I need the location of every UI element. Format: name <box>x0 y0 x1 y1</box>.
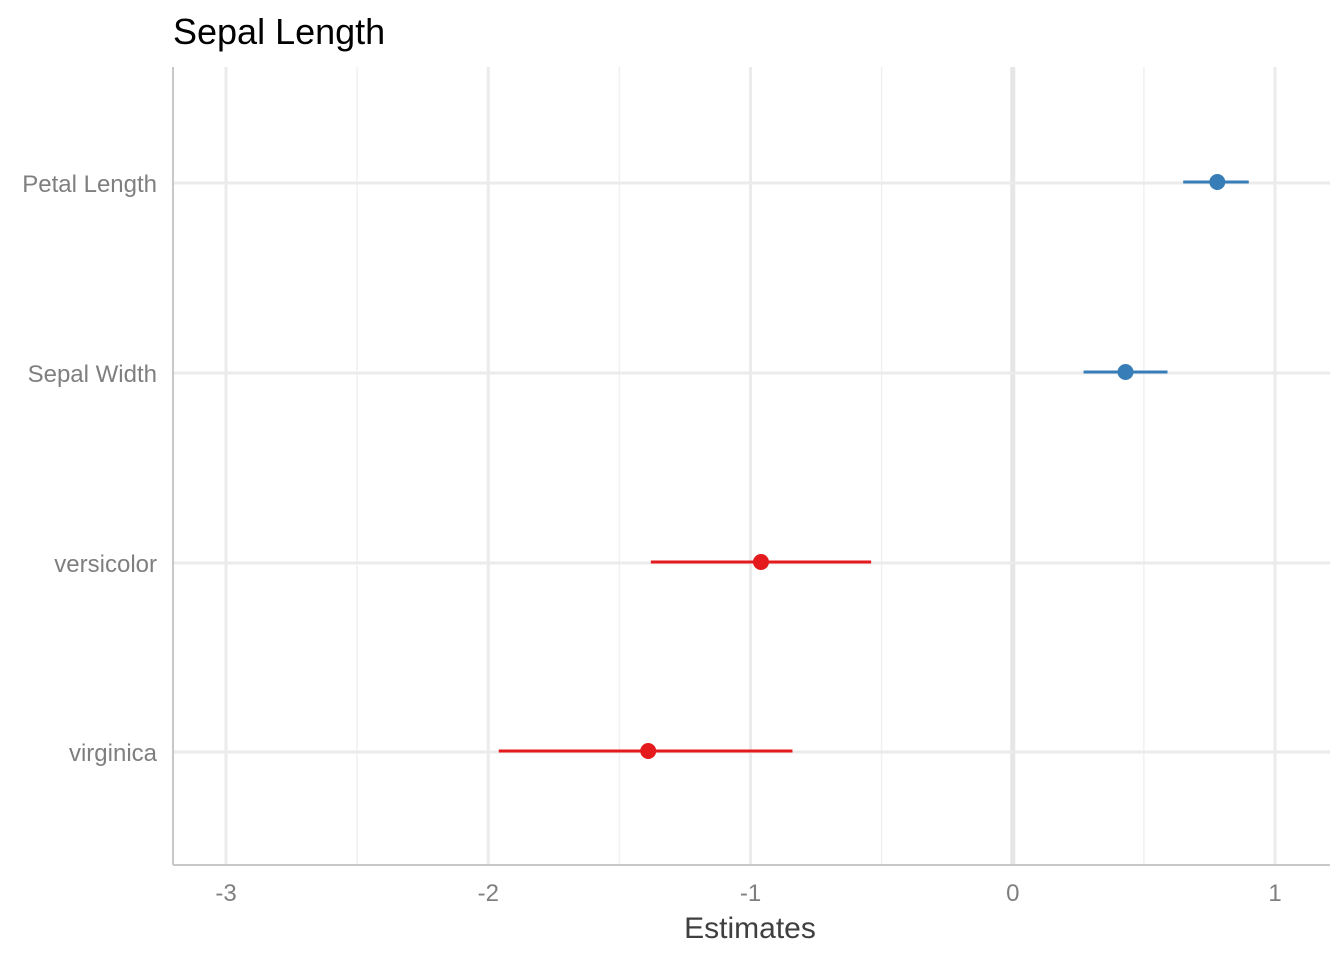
x-tick-label: 0 <box>1006 880 1019 907</box>
chart-title: Sepal Length <box>173 11 385 52</box>
point-estimate <box>640 743 657 759</box>
x-tick-label: -3 <box>215 880 236 907</box>
x-axis-label: Estimates <box>684 912 816 945</box>
x-tick-label: 1 <box>1268 880 1281 907</box>
estimate-marks <box>498 174 1249 759</box>
point-estimate <box>1209 174 1226 190</box>
y-tick-label: versicolor <box>54 551 157 578</box>
point-estimate <box>1117 364 1134 380</box>
x-tick-labels: -3 -2 -1 0 1 <box>215 880 1281 907</box>
x-tick-label: -1 <box>740 880 761 907</box>
y-tick-label: Petal Length <box>22 171 157 198</box>
axis-lines <box>172 67 1330 866</box>
x-tick-label: -2 <box>478 880 499 907</box>
grid-lines <box>173 67 1330 865</box>
y-tick-labels: Petal Length Sepal Width versicolor virgini… <box>22 171 157 767</box>
y-tick-label: Sepal Width <box>28 361 157 388</box>
y-tick-label: virginica <box>69 740 158 767</box>
point-estimate <box>752 554 769 570</box>
